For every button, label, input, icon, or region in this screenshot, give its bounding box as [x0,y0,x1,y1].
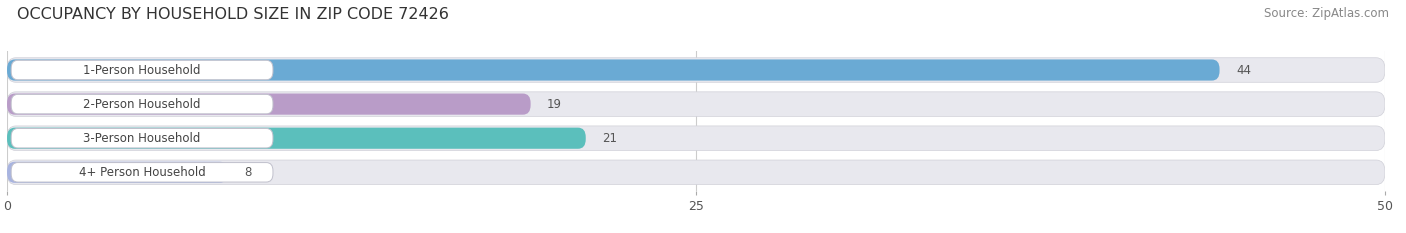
FancyBboxPatch shape [11,163,273,182]
FancyBboxPatch shape [7,93,530,115]
FancyBboxPatch shape [11,128,273,148]
FancyBboxPatch shape [7,126,1385,151]
Text: 21: 21 [602,132,617,145]
Text: 3-Person Household: 3-Person Household [83,132,201,145]
FancyBboxPatch shape [7,162,228,183]
FancyBboxPatch shape [11,94,273,114]
Text: 8: 8 [245,166,252,179]
FancyBboxPatch shape [7,58,1385,82]
FancyBboxPatch shape [7,160,1385,185]
FancyBboxPatch shape [7,128,586,149]
Text: 44: 44 [1236,64,1251,76]
Text: 2-Person Household: 2-Person Household [83,98,201,111]
Text: OCCUPANCY BY HOUSEHOLD SIZE IN ZIP CODE 72426: OCCUPANCY BY HOUSEHOLD SIZE IN ZIP CODE … [17,7,449,22]
Text: 19: 19 [547,98,562,111]
FancyBboxPatch shape [7,59,1219,81]
FancyBboxPatch shape [7,92,1385,116]
Text: 1-Person Household: 1-Person Household [83,64,201,76]
FancyBboxPatch shape [11,60,273,80]
Text: Source: ZipAtlas.com: Source: ZipAtlas.com [1264,7,1389,20]
Text: 4+ Person Household: 4+ Person Household [79,166,205,179]
